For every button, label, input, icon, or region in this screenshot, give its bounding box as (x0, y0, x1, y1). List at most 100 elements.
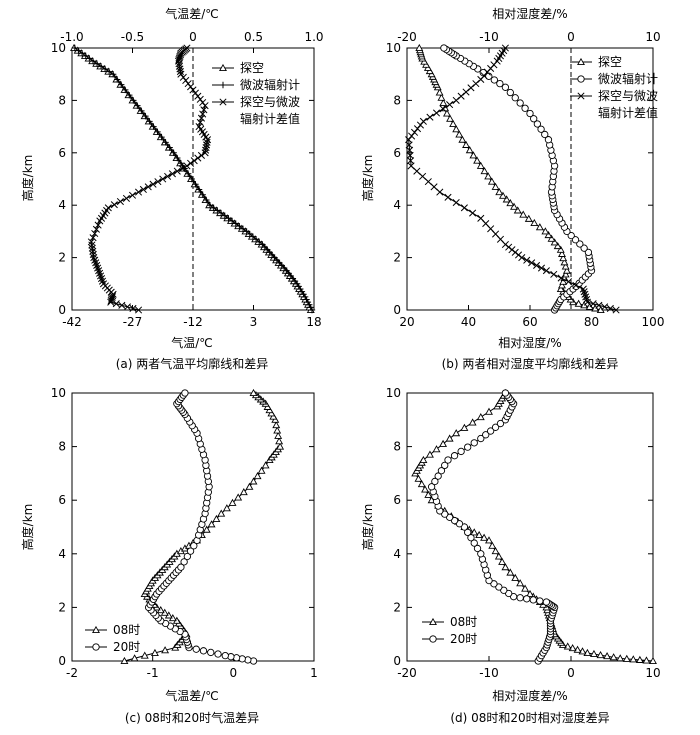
data-point (558, 281, 566, 289)
data-point (629, 655, 638, 663)
data-point (168, 170, 176, 178)
data-point (437, 93, 446, 101)
panel-d-caption: (d) 08时和20时相对湿度差异 (450, 710, 609, 725)
panel-b-frame (406, 47, 654, 311)
data-point (206, 202, 214, 209)
data-point (203, 138, 211, 146)
data-point (427, 483, 436, 491)
data-point (207, 520, 216, 528)
data-point (214, 207, 221, 214)
data-point (253, 471, 262, 480)
data-point (468, 418, 477, 426)
legend-marker (219, 98, 227, 106)
panel-b-xlabel: 相对湿度/% (498, 335, 561, 350)
y-tick-label: 4 (58, 198, 66, 212)
data-point (501, 563, 510, 571)
data-point (498, 557, 507, 565)
data-point (202, 525, 211, 533)
data-point (464, 443, 472, 451)
data-point (589, 300, 597, 308)
legend-marker (429, 617, 437, 626)
panel-a: 气温差/℃ 高度/km 气温/℃ (a) 两者气温平均廓线和差异 (20, 6, 268, 371)
data-point (533, 261, 541, 270)
panel-b: 相对湿度差/% 高度/km 相对湿度/% (b) 两者相对湿度平均廓线和差异 (360, 6, 618, 371)
panel-c-caption: (c) 08时和20时气温差异 (125, 710, 259, 725)
data-point (476, 412, 485, 421)
legend-marker (577, 57, 585, 66)
x-tick-label: -42 (62, 315, 82, 329)
panel-a-xlabel: 气温/℃ (171, 335, 213, 350)
data-point (201, 102, 209, 110)
data-point (161, 646, 170, 654)
data-point (467, 84, 475, 92)
data-point (572, 281, 580, 289)
series-circle (440, 44, 596, 314)
top-x-tick-label: 10 (645, 30, 660, 44)
data-point (190, 542, 198, 550)
data-point (452, 96, 460, 104)
data-point (214, 650, 222, 658)
data-point (501, 389, 510, 397)
data-point (580, 244, 588, 252)
x-tick-label: 0 (230, 666, 238, 680)
data-point (191, 89, 199, 97)
series-triangle (411, 388, 657, 665)
panel-a-ylabel: 高度/km (20, 155, 35, 202)
data-point (197, 114, 206, 122)
x-tick-label: 10 (645, 666, 660, 680)
data-point (516, 99, 524, 107)
legend-marker (219, 81, 227, 89)
legend-label: 辐射计差值 (240, 111, 300, 126)
data-point (450, 452, 459, 460)
panel-b-plot: 20 40 60 80 100-20 -10 0 100246810探空微波辐射计探空与微波辐… (386, 30, 665, 329)
data-point (249, 388, 258, 397)
data-point (217, 209, 225, 217)
data-point (464, 528, 472, 537)
data-point (228, 217, 236, 225)
data-point (101, 65, 109, 73)
data-point (550, 270, 558, 278)
data-point (78, 50, 86, 57)
data-point (239, 225, 247, 232)
data-point (200, 106, 208, 114)
x-tick-label: 18 (306, 315, 321, 329)
legend-marker (219, 63, 227, 72)
x-tick-label: 80 (584, 315, 599, 329)
data-point (183, 552, 192, 561)
data-point (272, 421, 281, 429)
data-point (86, 55, 93, 62)
data-point (541, 130, 549, 139)
data-point (535, 223, 544, 231)
data-point (547, 234, 556, 242)
data-point (261, 461, 270, 469)
data-point (462, 140, 471, 148)
data-point (432, 445, 441, 453)
data-point (228, 498, 237, 506)
data-point (166, 144, 173, 151)
data-point (421, 485, 430, 493)
data-point (130, 97, 137, 104)
y-tick-label: 2 (393, 600, 401, 614)
data-point (622, 654, 631, 662)
top-x-tick-label: 0 (567, 30, 575, 44)
data-point (173, 167, 181, 175)
y-tick-label: 0 (393, 303, 401, 317)
legend-marker (92, 625, 100, 634)
data-point (177, 160, 185, 167)
data-point (276, 442, 285, 450)
y-tick-label: 10 (51, 41, 66, 55)
x-tick-label: -1 (147, 666, 159, 680)
data-point (109, 292, 117, 300)
data-point (609, 653, 618, 661)
y-tick-label: 6 (393, 146, 401, 160)
data-point (154, 178, 162, 186)
series-line (74, 47, 313, 311)
data-point (529, 596, 537, 604)
top-x-tick-label: -20 (397, 30, 417, 44)
data-point (491, 546, 500, 555)
data-point (519, 210, 528, 218)
data-point (469, 151, 478, 159)
